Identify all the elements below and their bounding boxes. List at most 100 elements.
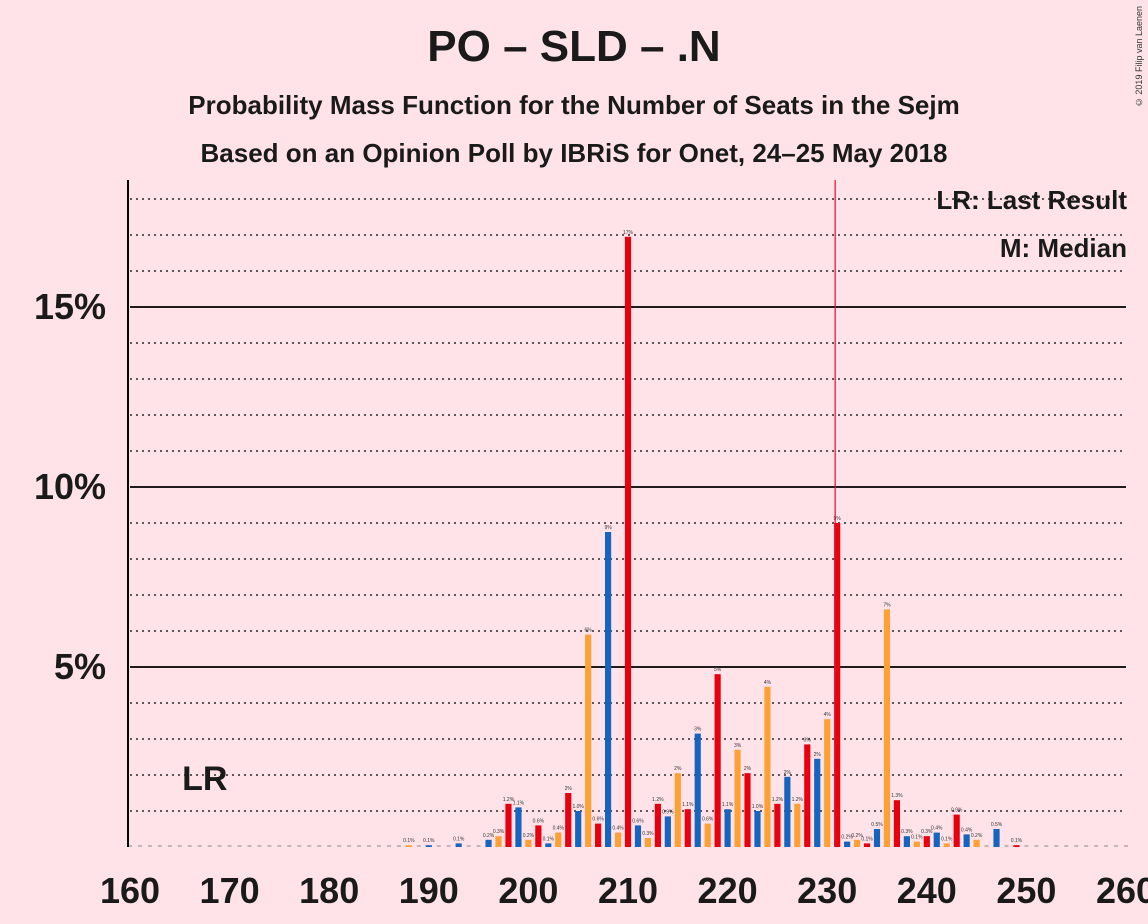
bar-seat-236 [883, 609, 891, 847]
bar-label-197: 0.3% [493, 829, 505, 835]
bar-seat-219 [714, 674, 721, 847]
bar-label-239: 0.1% [911, 835, 923, 841]
bar-seat-242 [943, 843, 950, 847]
bar-seat-206 [585, 634, 592, 847]
axes: 5% 10% 15% 160 170 180 190 200 210 220 230 240 250 26… [34, 180, 1148, 911]
y-tick-label: 15% [34, 286, 106, 327]
bar-seat-215 [674, 773, 681, 847]
bar-seat-228 [804, 744, 811, 847]
bar-seat-208 [604, 532, 612, 847]
bar-seat-225 [774, 803, 781, 847]
bar-label-223: 1.0% [752, 804, 764, 810]
bar-seat-210 [624, 236, 632, 848]
bar-seat-226 [784, 776, 791, 847]
bar-label-232: 0.2% [841, 835, 853, 841]
bar-label-233: 0.2% [851, 833, 863, 839]
bar-label-237: 1.3% [891, 793, 903, 799]
y-tick-label: 5% [54, 646, 106, 687]
bar-label-190: 0.1% [423, 838, 435, 844]
bar-seat-230 [824, 719, 831, 847]
chart-subtitle: Probability Mass Function for the Number… [188, 90, 960, 120]
x-tick-label: 240 [897, 870, 957, 911]
bar-seat-217 [694, 733, 701, 847]
bar-seat-244 [963, 834, 970, 847]
bar-label-205: 1.0% [572, 804, 584, 810]
bar-label-209: 0.4% [612, 826, 624, 832]
bar-seat-200 [525, 839, 532, 847]
bar-seat-201 [535, 825, 542, 847]
bar-label-243: 0.9% [951, 808, 963, 814]
bar-label-219: 5% [714, 667, 722, 673]
bar-label-199: 1.1% [513, 800, 525, 806]
bar-seat-204 [565, 793, 572, 847]
bar-seat-218 [704, 823, 711, 847]
bar-seat-209 [614, 832, 622, 847]
bar-label-188: 0.1% [403, 838, 415, 844]
bar-label-229: 2% [814, 752, 822, 758]
bar-label-211: 0.6% [632, 818, 644, 824]
bar-label-242: 0.1% [941, 836, 953, 842]
bar-label-218: 0.6% [702, 817, 714, 823]
chart-subtitle-poll: Based on an Opinion Poll by IBRiS for On… [200, 138, 948, 168]
x-tick-label: 170 [200, 870, 260, 911]
bar-seat-207 [595, 823, 602, 847]
bar-label-204: 2% [565, 786, 573, 792]
bar-seat-235 [873, 829, 881, 847]
bar-seat-220 [724, 809, 731, 847]
bar-seat-224 [764, 686, 771, 847]
legend-median: M: Median [1000, 233, 1127, 263]
bar-label-200: 0.2% [523, 833, 535, 839]
bar-seat-232 [844, 841, 851, 847]
x-tick-label: 260 [1096, 870, 1148, 911]
x-tick-label: 250 [996, 870, 1056, 911]
bar-seat-203 [555, 832, 562, 847]
bar-label-217: 3% [694, 727, 702, 733]
bar-seat-245 [973, 839, 980, 847]
bar-seat-233 [853, 839, 861, 847]
bar-seat-231 [834, 523, 841, 847]
bar-seat-198 [505, 803, 512, 847]
data-labels: 0.1% 0.1% 0.1%0.2%0.3%1.2%1.1%0.2%0.6%0.1%… [403, 230, 1023, 844]
bar-label-221: 3% [734, 743, 742, 749]
legend-last-result: LR: Last Result [936, 185, 1127, 215]
bar-seat-237 [893, 800, 901, 847]
y-tick-label: 10% [34, 466, 106, 507]
bar-label-198: 1.2% [503, 797, 515, 803]
bar-label-210: 17% [623, 230, 634, 236]
bar-label-203: 0.4% [553, 826, 565, 832]
bar-seat-249 [1013, 845, 1020, 847]
bar-seat-222 [744, 773, 751, 847]
bar-label-225: 1.2% [772, 797, 784, 803]
bar-seat-240 [923, 836, 930, 847]
bar-label-231: 9% [834, 516, 842, 522]
bar-label-213: 1.2% [652, 797, 664, 803]
x-tick-label: 200 [498, 870, 558, 911]
chart-title: PO – SLD – .N [427, 22, 721, 71]
bar-seat-190 [425, 845, 432, 847]
bar-label-207: 0.6% [592, 817, 604, 823]
bar-seat-227 [794, 803, 801, 847]
bar-seat-238 [903, 836, 910, 847]
bar-label-215: 2% [674, 766, 682, 772]
bar-label-247: 0.5% [991, 822, 1003, 828]
x-tick-label: 180 [299, 870, 359, 911]
bar-label-236: 7% [883, 602, 891, 608]
bar-label-201: 0.6% [533, 818, 545, 824]
bar-label-202: 0.1% [543, 836, 555, 842]
bar-label-238: 0.3% [901, 829, 913, 835]
bar-seat-216 [684, 809, 691, 847]
bar-label-227: 1.2% [792, 797, 804, 803]
bar-label-249: 0.1% [1011, 838, 1023, 844]
bar-seat-213 [654, 803, 661, 847]
bar-seat-188 [405, 845, 412, 847]
last-result-label: LR [182, 760, 227, 798]
bar-seat-214 [664, 816, 671, 847]
bar-seat-241 [933, 832, 940, 847]
bar-seat-197 [495, 836, 502, 847]
bar-series [405, 236, 1020, 848]
bar-label-235: 0.5% [871, 822, 883, 828]
bar-seat-196 [485, 839, 492, 847]
x-tick-label: 230 [797, 870, 857, 911]
bar-label-241: 0.4% [931, 826, 943, 832]
